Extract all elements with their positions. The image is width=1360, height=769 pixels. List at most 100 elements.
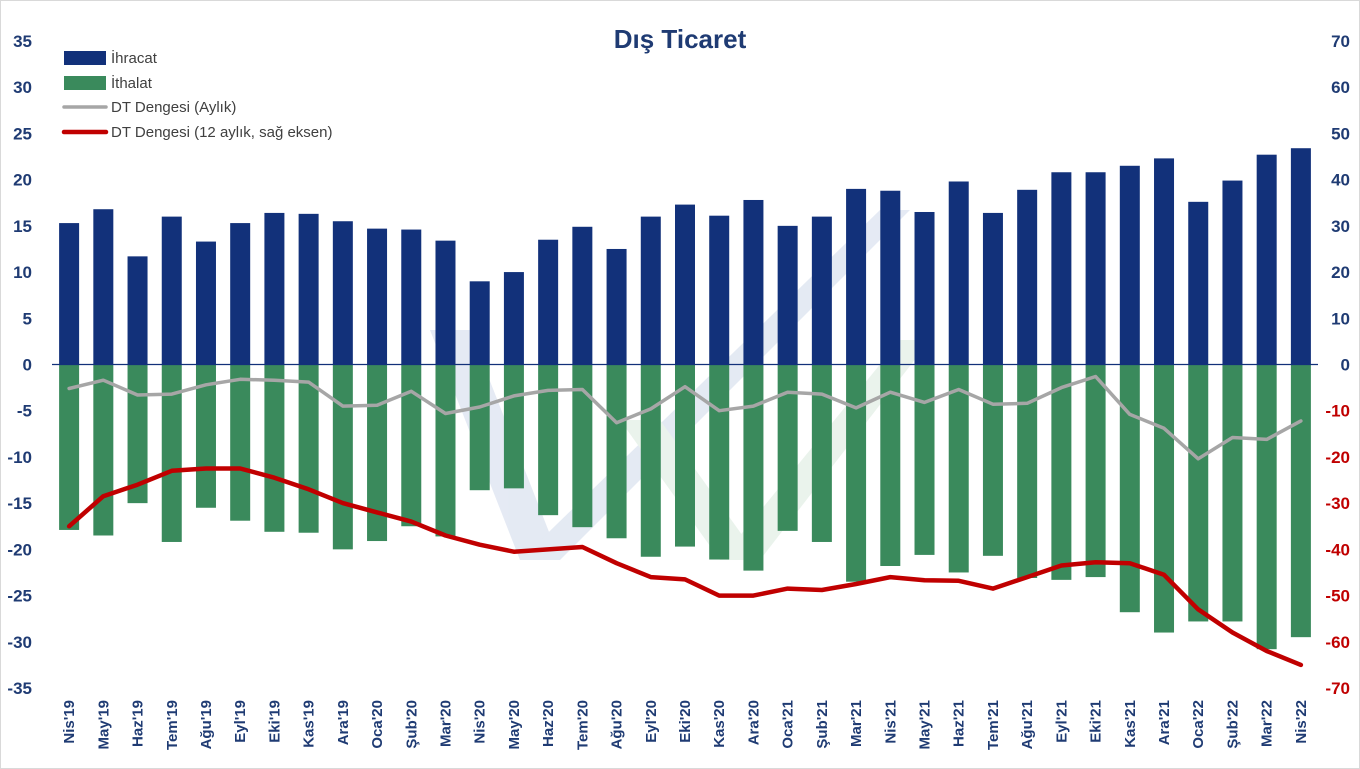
left-tick-label: -20 (7, 540, 32, 559)
export-bar (503, 272, 524, 365)
export-bar (1222, 180, 1243, 365)
import-bar (1256, 364, 1277, 650)
import-bar (1154, 364, 1175, 633)
legend-label: DT Dengesi (Aylık) (111, 99, 236, 116)
x-tick-label: Şub'22 (1224, 700, 1241, 749)
import-bar (264, 364, 285, 532)
import-bar (93, 364, 114, 536)
legend-label: DT Dengesi (12 aylık, sağ eksen) (111, 124, 333, 141)
left-tick-label: -35 (7, 679, 32, 698)
import-bar (401, 364, 422, 527)
export-bar (811, 216, 832, 365)
import-bar (538, 364, 559, 516)
export-bar (264, 212, 285, 365)
x-tick-label: Nis'19 (61, 700, 78, 744)
right-tick-label: 60 (1331, 78, 1350, 97)
import-bar (367, 364, 388, 542)
export-bar (1119, 165, 1140, 365)
export-bar (606, 248, 627, 365)
x-tick-label: Mar'20 (437, 700, 454, 747)
export-bar (572, 226, 593, 365)
export-bar (59, 223, 80, 365)
export-bar (401, 229, 422, 365)
export-bar (93, 209, 114, 365)
export-bar (880, 190, 901, 365)
import-bar (435, 364, 456, 537)
left-tick-label: 30 (13, 78, 32, 97)
x-tick-label: Şub'20 (403, 700, 420, 749)
export-bar (1085, 172, 1106, 365)
import-bar (230, 364, 251, 521)
import-bar (846, 364, 867, 582)
import-bar (640, 364, 661, 557)
x-tick-label: Oca'20 (369, 700, 386, 749)
x-tick-label: Eki'19 (266, 700, 283, 743)
import-bar (1017, 364, 1038, 579)
left-tick-label: 5 (23, 309, 32, 328)
x-tick-label: Nis'20 (472, 700, 489, 744)
import-bar (811, 364, 832, 542)
export-bar (1256, 154, 1277, 365)
chart-title: Dış Ticaret (614, 24, 747, 54)
import-bar (606, 364, 627, 539)
legend-label: İhracat (111, 49, 158, 67)
bars-layer (59, 148, 1311, 650)
x-tick-label: May'21 (917, 700, 934, 749)
left-tick-label: 35 (13, 32, 32, 51)
x-tick-label: Ağu'19 (198, 700, 215, 749)
import-bar (332, 364, 353, 550)
right-tick-label: 20 (1331, 263, 1350, 282)
trade-balance-12m-line (66, 466, 1304, 668)
import-bar (1222, 364, 1243, 622)
x-tick-label: Eki'21 (1088, 700, 1105, 743)
import-bar (675, 364, 695, 547)
export-bar (1017, 189, 1038, 365)
x-tick-label: Ara'19 (335, 700, 352, 745)
import-bar (880, 364, 901, 566)
import-bar (1085, 364, 1106, 578)
export-bar (195, 241, 216, 365)
x-tick-label: Haz'19 (130, 700, 147, 747)
right-tick-label: 0 (1341, 356, 1350, 375)
import-bar (572, 364, 593, 528)
right-tick-label: -30 (1325, 494, 1350, 513)
import-bar (298, 364, 319, 533)
export-bar (743, 199, 764, 365)
export-bar (230, 223, 251, 365)
export-bar (846, 188, 867, 365)
left-axis-ticks: 35 30 25 20 15 10 5 0 -5 -10 -15 -20 -25 -30 -35 (7, 32, 32, 698)
export-bar (914, 211, 935, 365)
import-bar (503, 364, 524, 489)
export-bar (1051, 172, 1072, 365)
right-tick-label: 50 (1331, 124, 1350, 143)
import-bar (1051, 364, 1072, 580)
import-bar (161, 364, 182, 542)
export-bar (1290, 148, 1311, 365)
left-tick-label: -30 (7, 633, 32, 652)
export-bar (298, 213, 319, 365)
export-bar (538, 239, 559, 365)
left-tick-label: 25 (13, 124, 32, 143)
export-bar (161, 216, 182, 365)
x-axis-ticks: Nis'19 May'19 Haz'19 Tem'19 Ağu'19 Eyl'19 Eki'… (61, 700, 1310, 750)
right-tick-label: -20 (1325, 448, 1350, 467)
export-bar (948, 181, 969, 365)
x-tick-label: May'19 (95, 700, 112, 749)
import-bar (948, 364, 969, 573)
export-bar (1188, 201, 1209, 365)
right-tick-label: -40 (1325, 540, 1350, 559)
import-bar (127, 364, 148, 504)
import-bar (914, 364, 935, 555)
export-bar (332, 221, 353, 365)
export-bar (675, 204, 695, 365)
left-tick-label: 10 (13, 263, 32, 282)
right-tick-label: -60 (1325, 633, 1350, 652)
right-tick-label: -70 (1325, 679, 1350, 698)
import-bar (469, 364, 490, 491)
x-tick-label: Oca'22 (1190, 700, 1207, 749)
x-tick-label: Nis'21 (882, 700, 899, 744)
export-bar (469, 281, 490, 365)
left-tick-label: -15 (7, 494, 32, 513)
right-tick-label: 40 (1331, 171, 1350, 190)
